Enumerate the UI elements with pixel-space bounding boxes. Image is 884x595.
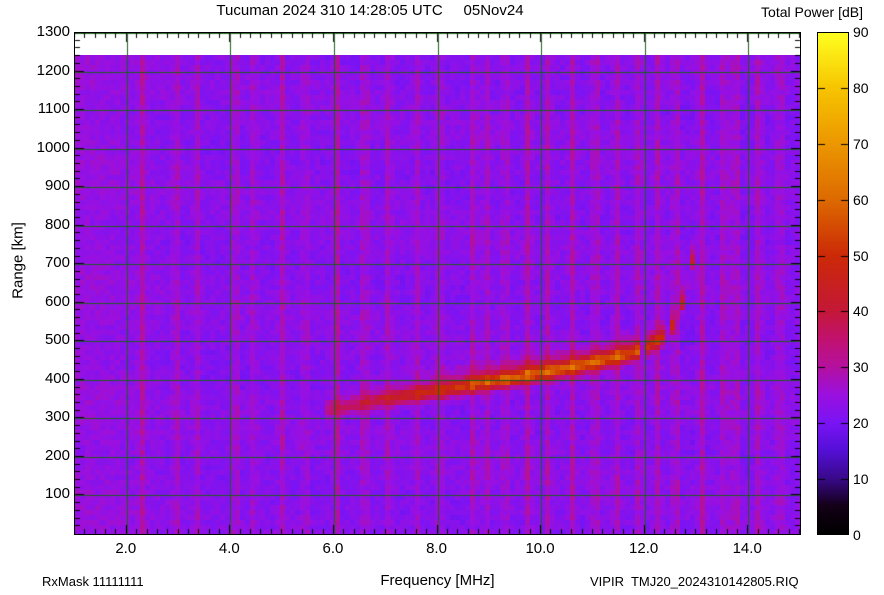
colorbar-tick-label: 70 xyxy=(853,135,869,152)
colorbar-tick-label: 40 xyxy=(853,303,869,320)
colorbar-tick-label: 30 xyxy=(853,359,869,376)
colorbar-title: Total Power [dB] xyxy=(761,4,863,20)
y-tick-label: 1100 xyxy=(37,100,70,118)
colorbar xyxy=(817,32,849,535)
y-tick-label: 1000 xyxy=(36,138,70,156)
y-tick-label: 1200 xyxy=(36,61,70,79)
colorbar-gradient xyxy=(818,33,848,534)
page-title: Tucuman 2024 310 14:28:05 UTC 05Nov24 xyxy=(216,2,524,19)
x-axis-tick-labels: 2.0 4.0 6.0 8.0 10.0 12.0 14.0 xyxy=(74,540,801,560)
y-tick-label: 700 xyxy=(44,254,70,272)
x-tick-label: 12.0 xyxy=(629,540,659,557)
y-tick-label: 300 xyxy=(44,408,70,426)
colorbar-tick-label: 80 xyxy=(853,79,869,96)
vipir-file-label: VIPIR TMJ20_2024310142805.RIQ xyxy=(590,574,799,589)
x-tick-label: 14.0 xyxy=(732,540,762,557)
y-tick-label: 400 xyxy=(44,369,70,387)
colorbar-tick-label: 20 xyxy=(853,415,869,432)
x-tick-label: 4.0 xyxy=(218,540,240,557)
x-tick-label: 2.0 xyxy=(115,540,137,557)
colorbar-tick-label: 50 xyxy=(853,247,869,264)
y-tick-label: 600 xyxy=(44,292,70,310)
colorbar-tick-label: 90 xyxy=(853,24,869,40)
spectrogram-canvas xyxy=(75,55,800,534)
ionogram-plot xyxy=(74,32,801,535)
x-tick-label: 6.0 xyxy=(322,540,344,557)
colorbar-tick-labels: 0 10 20 30 40 50 60 70 80 90 xyxy=(853,25,884,542)
y-tick-label: 100 xyxy=(44,485,70,503)
y-tick-label: 800 xyxy=(44,215,70,233)
x-axis-title: Frequency [MHz] xyxy=(380,572,495,589)
y-tick-label: 200 xyxy=(44,446,70,464)
colorbar-tick-label: 60 xyxy=(853,191,869,208)
y-tick-label: 500 xyxy=(44,331,70,349)
x-tick-label: 8.0 xyxy=(426,540,447,557)
colorbar-tick-label: 0 xyxy=(853,527,861,543)
rxmask-label: RxMask 11111111 xyxy=(42,574,144,589)
y-axis-tick-labels: 100 200 300 400 500 600 700 800 900 1000 1100 1200 1… xyxy=(0,24,70,535)
colorbar-tick-label: 10 xyxy=(853,471,869,488)
y-tick-label: 900 xyxy=(44,177,70,195)
x-tick-label: 10.0 xyxy=(525,540,555,557)
y-tick-label: 1300 xyxy=(36,23,70,40)
y-axis-title: Range [km] xyxy=(9,222,27,299)
